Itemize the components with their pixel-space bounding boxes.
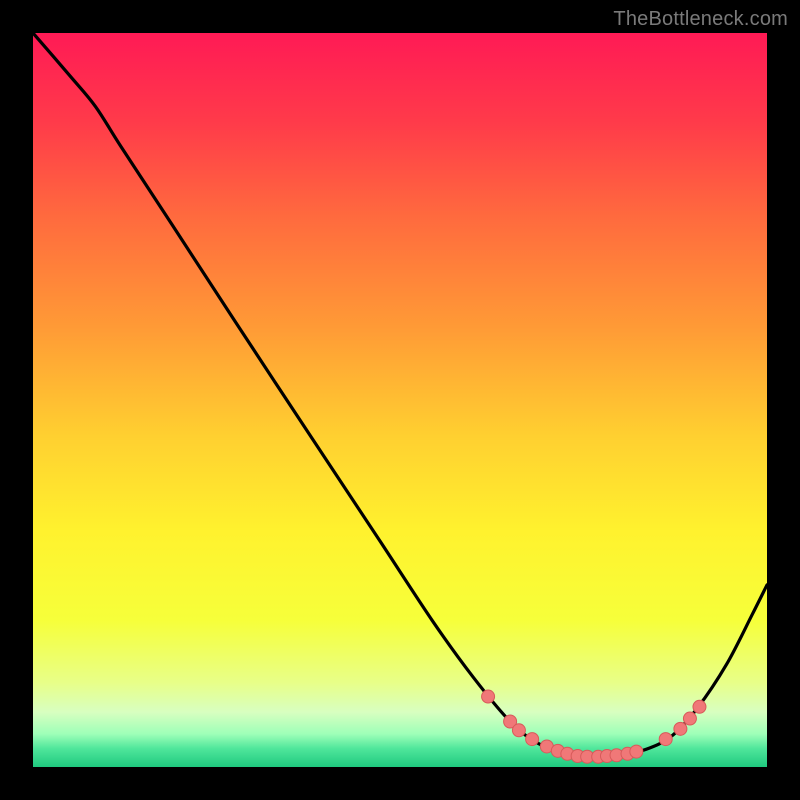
curve-marker [683,712,696,725]
chart-container: { "attribution": "TheBottleneck.com", "c… [0,0,800,800]
curve-marker [512,724,525,737]
curve-marker [526,733,539,746]
curve-marker [630,745,643,758]
curve-marker [659,733,672,746]
bottleneck-chart [0,0,800,800]
curve-marker [674,722,687,735]
curve-marker [693,700,706,713]
plot-area [33,33,767,767]
curve-marker [482,690,495,703]
attribution-text: TheBottleneck.com [613,8,788,31]
